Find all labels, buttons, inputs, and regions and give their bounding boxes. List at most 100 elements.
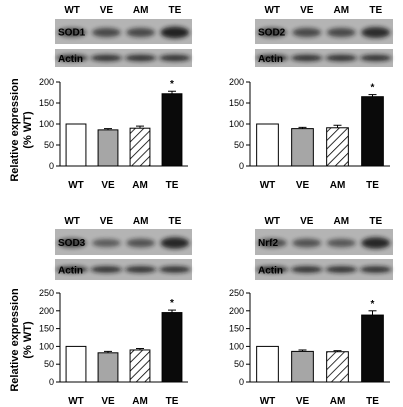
target-band — [326, 27, 356, 38]
lane-header-ve: VE — [300, 5, 314, 16]
target-band — [91, 238, 121, 248]
target-band — [326, 238, 356, 248]
actin-band — [56, 266, 88, 273]
bar-wt — [256, 345, 279, 383]
y-tick-label: 150 — [39, 98, 54, 108]
x-tick-label-wt: WT — [260, 396, 276, 407]
panel-nrf2: WT VE AM TE Nrf2 Actin 0 50 100 150 200 250 WT VE AM * T… — [229, 216, 393, 407]
target-band — [257, 238, 287, 248]
y-tick-label: 0 — [49, 377, 54, 387]
x-tick-label-ve: VE — [296, 396, 310, 407]
x-tick-label-te: TE — [166, 180, 179, 191]
actin-blot — [55, 49, 192, 67]
lane-header-ve: VE — [300, 216, 314, 227]
y-tick-label: 250 — [39, 288, 54, 298]
lane-header-am: AM — [133, 5, 149, 16]
actin-band — [256, 266, 289, 273]
target-band — [292, 27, 322, 38]
lane-header-am: AM — [333, 216, 349, 227]
target-band — [160, 237, 190, 249]
lane-header-te: TE — [168, 5, 181, 16]
actin-band — [124, 266, 157, 273]
y-tick-label: 50 — [234, 140, 244, 150]
x-tick-label-te: TE — [166, 396, 179, 407]
y-axis-label-bottom-line2: (% WT) — [22, 321, 34, 359]
bar-te — [361, 96, 384, 167]
actin-blot — [255, 49, 393, 67]
actin-band — [256, 54, 289, 62]
actin-band — [159, 266, 191, 273]
lane-header-ve: VE — [100, 5, 114, 16]
target-band — [257, 27, 287, 38]
y-tick-label: 0 — [239, 161, 244, 171]
x-tick-label-wt: WT — [260, 180, 276, 191]
x-tick-label-am: AM — [132, 396, 148, 407]
lane-header-am: AM — [333, 5, 349, 16]
y-axis-label-top-line1: Relative expression — [9, 78, 21, 182]
y-tick-label: 50 — [44, 359, 54, 369]
y-tick-label: 100 — [39, 119, 54, 129]
bar-ve — [291, 350, 314, 383]
x-tick-label-ve: VE — [101, 396, 115, 407]
bar-ve — [97, 129, 119, 167]
significance-marker: * — [170, 79, 174, 90]
x-tick-label-te: TE — [366, 396, 379, 407]
y-axis-label-bottom-line1: Relative expression — [9, 288, 21, 392]
y-tick-label: 150 — [229, 324, 244, 334]
actin-band — [325, 54, 358, 62]
actin-label: Actin — [58, 54, 83, 65]
actin-band — [90, 54, 123, 62]
panel-sod1: WT VE AM TE SOD1 Actin 0 50 100 150 200 WT VE AM * TE — [39, 5, 192, 191]
blot-label-sod1: SOD1 — [58, 28, 86, 39]
actin-band — [159, 54, 191, 62]
target-band — [126, 238, 156, 248]
x-tick-label-ve: VE — [296, 180, 310, 191]
y-tick-label: 150 — [39, 324, 54, 334]
y-tick-label: 50 — [44, 140, 54, 150]
x-tick-label-am: AM — [330, 180, 346, 191]
lane-header-wt: WT — [64, 5, 80, 16]
target-band — [57, 238, 87, 248]
target-band — [126, 27, 156, 38]
actin-band — [124, 54, 157, 62]
actin-band — [359, 54, 392, 62]
bar-am — [129, 349, 151, 383]
panels: WT VE AM TE SOD1 Actin 0 50 100 150 200 WT VE AM * TE WT… — [39, 5, 393, 407]
actin-band — [56, 54, 88, 62]
y-tick-label: 50 — [234, 359, 244, 369]
bar-wt — [256, 123, 279, 167]
y-tick-label: 200 — [229, 77, 244, 87]
y-tick-label: 200 — [39, 306, 54, 316]
target-band — [361, 26, 391, 39]
actin-blot — [255, 259, 393, 280]
target-band — [361, 237, 391, 249]
lane-header-wt: WT — [264, 216, 280, 227]
lane-header-wt: WT — [64, 216, 80, 227]
y-tick-label: 100 — [39, 341, 54, 351]
y-tick-label: 150 — [229, 98, 244, 108]
x-tick-label-te: TE — [366, 180, 379, 191]
x-tick-label-am: AM — [330, 396, 346, 407]
lane-header-te: TE — [369, 216, 382, 227]
bar-te — [161, 312, 183, 383]
panel-sod3: WT VE AM TE SOD3 Actin 0 50 100 150 200 250 WT VE AM * T… — [39, 216, 192, 407]
y-tick-label: 100 — [229, 341, 244, 351]
x-tick-label-wt: WT — [68, 396, 84, 407]
actin-blot — [55, 259, 192, 280]
x-tick-label-wt: WT — [68, 180, 84, 191]
y-tick-label: 200 — [229, 306, 244, 316]
significance-marker: * — [371, 83, 375, 94]
y-tick-label: 200 — [39, 77, 54, 87]
bar-wt — [65, 345, 87, 383]
y-tick-label: 100 — [229, 119, 244, 129]
y-tick-label: 0 — [49, 161, 54, 171]
bar-te — [361, 314, 384, 383]
actin-band — [290, 54, 323, 62]
lane-header-am: AM — [133, 216, 149, 227]
bar-am — [129, 127, 151, 167]
x-tick-label-ve: VE — [101, 180, 115, 191]
bar-wt — [65, 123, 87, 167]
actin-band — [290, 266, 323, 273]
